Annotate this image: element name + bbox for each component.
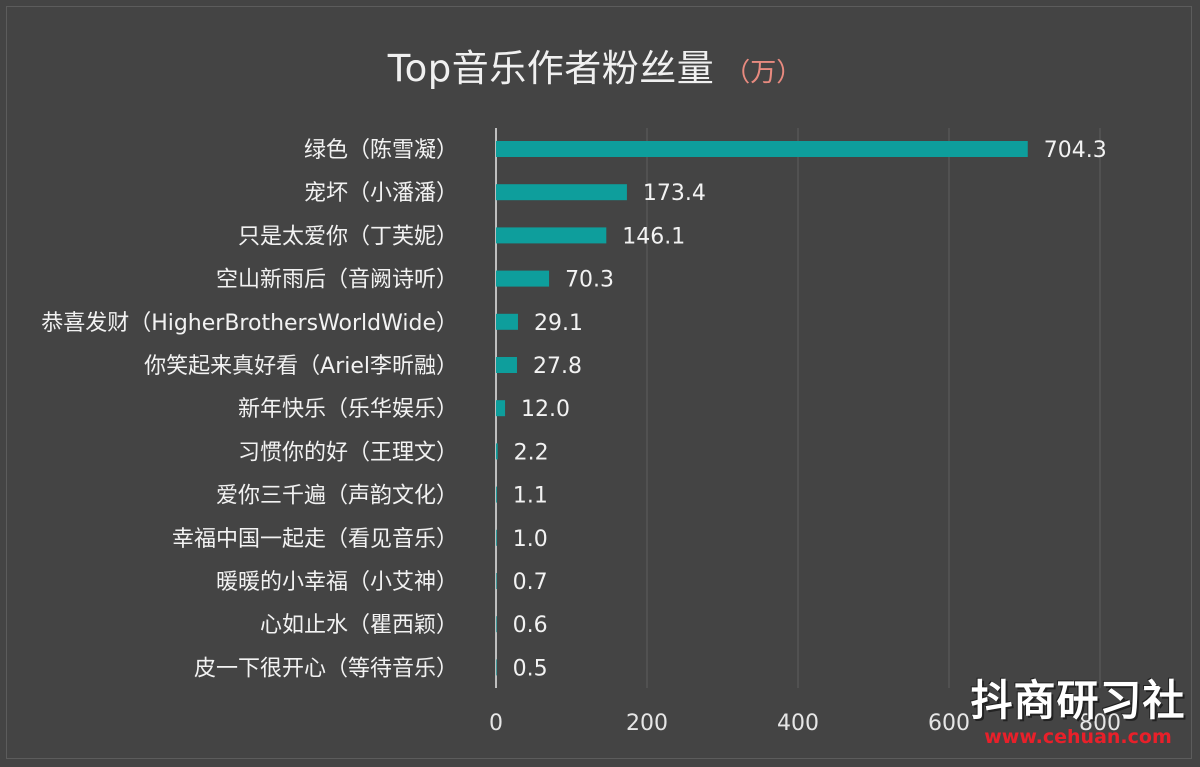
chart-title: Top音乐作者粉丝量 （万） bbox=[0, 38, 1190, 92]
watermark: 抖商研习社 www.cehuan.com bbox=[968, 676, 1188, 748]
category-label: 心如止水（瞿西颖） bbox=[260, 613, 458, 638]
category-label: 习惯你的好（王理文） bbox=[238, 440, 458, 465]
grid-lines bbox=[495, 128, 1101, 688]
watermark-url: www.cehuan.com bbox=[984, 726, 1172, 748]
bars bbox=[496, 141, 1028, 676]
bar bbox=[496, 313, 518, 330]
category-label: 皮一下很开心（等待音乐） bbox=[194, 656, 458, 681]
bar bbox=[496, 141, 1028, 157]
chart-frame bbox=[6, 6, 1192, 759]
data-label: 704.3 bbox=[1044, 138, 1107, 163]
category-label: 幸福中国一起走（看见音乐） bbox=[172, 527, 458, 552]
data-label: 12.0 bbox=[521, 397, 570, 422]
category-label: 恭喜发财（HigherBrothersWorldWide） bbox=[41, 311, 458, 336]
bar bbox=[496, 616, 497, 633]
x-tick-label: 0 bbox=[489, 711, 503, 736]
x-tick-label: 800 bbox=[1079, 711, 1121, 736]
chart-title-unit: （万） bbox=[724, 58, 803, 88]
bar bbox=[496, 357, 517, 373]
data-label: 146.1 bbox=[622, 224, 685, 249]
bar bbox=[496, 573, 497, 589]
category-label: 新年快乐（乐华娱乐） bbox=[238, 397, 458, 422]
data-label: 2.2 bbox=[514, 440, 549, 465]
category-label: 爱你三千遍（声韵文化） bbox=[216, 484, 458, 509]
category-label: 绿色（陈雪凝） bbox=[304, 138, 458, 163]
x-tick-label: 200 bbox=[626, 711, 668, 736]
x-tick-label: 400 bbox=[777, 711, 819, 736]
bar bbox=[496, 270, 550, 287]
x-tick-label: 600 bbox=[928, 711, 970, 736]
bar bbox=[496, 443, 498, 460]
data-label: 0.5 bbox=[513, 656, 548, 681]
data-label: 1.0 bbox=[513, 527, 548, 552]
bar bbox=[496, 184, 627, 201]
data-label: 29.1 bbox=[534, 311, 583, 336]
category-label: 空山新雨后（音阙诗听） bbox=[216, 268, 458, 293]
category-label: 宠坏（小潘潘） bbox=[304, 181, 458, 206]
category-label: 只是太爱你（丁芙妮） bbox=[238, 224, 458, 249]
labels: 0 200 400 600 800 绿色（陈雪凝） 704.3 宠坏（小潘潘） 173.4 只是太… bbox=[41, 138, 1121, 736]
chart-title-main: Top音乐作者粉丝量 bbox=[387, 47, 715, 90]
bar bbox=[496, 227, 607, 244]
data-label: 0.7 bbox=[513, 570, 548, 595]
data-label: 0.6 bbox=[513, 613, 548, 638]
bar bbox=[496, 486, 497, 503]
watermark-name: 抖商研习社 bbox=[970, 676, 1186, 725]
bar bbox=[496, 400, 506, 417]
data-label: 173.4 bbox=[643, 181, 706, 206]
data-label: 27.8 bbox=[533, 354, 582, 379]
category-label: 暖暖的小幸福（小艾神） bbox=[216, 570, 458, 595]
data-label: 70.3 bbox=[565, 268, 614, 293]
bar bbox=[496, 659, 497, 676]
bar bbox=[496, 529, 497, 546]
category-label: 你笑起来真好看（Ariel李昕融） bbox=[144, 354, 458, 379]
data-label: 1.1 bbox=[513, 484, 548, 509]
